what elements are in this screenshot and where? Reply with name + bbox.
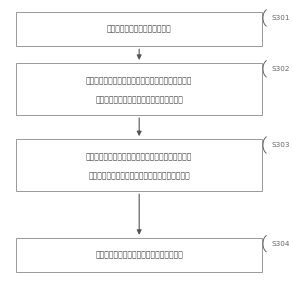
Text: S302: S302 (272, 66, 290, 72)
Bar (16, 139, 262, 191)
Bar (16, 238, 262, 272)
Text: 检测液压控制回路是否压力异常: 检测液压控制回路是否压力异常 (107, 25, 171, 34)
Text: 检测液压控制回路中压力正常时，则无操作: 检测液压控制回路中压力正常时，则无操作 (95, 250, 183, 260)
Text: S303: S303 (272, 142, 290, 148)
Bar (16, 12, 262, 46)
Text: S304: S304 (272, 241, 290, 247)
Text: 异常时，启动油路切断液压回路关闭液压缸的油路: 异常时，启动油路切断液压回路关闭液压缸的油路 (88, 172, 190, 181)
Text: 当软管爆裂或系统失压时，液压控制回路中压力异常: 当软管爆裂或系统失压时，液压控制回路中压力异常 (86, 77, 193, 86)
Text: S301: S301 (272, 15, 290, 21)
Text: ，所述第一、二液控单向阀自动锁定液压缸: ，所述第一、二液控单向阀自动锁定液压缸 (95, 95, 183, 104)
Text: 当外部动力源设置的测压点检测液压控制回路中压力: 当外部动力源设置的测压点检测液压控制回路中压力 (86, 153, 193, 162)
Bar (16, 63, 262, 115)
